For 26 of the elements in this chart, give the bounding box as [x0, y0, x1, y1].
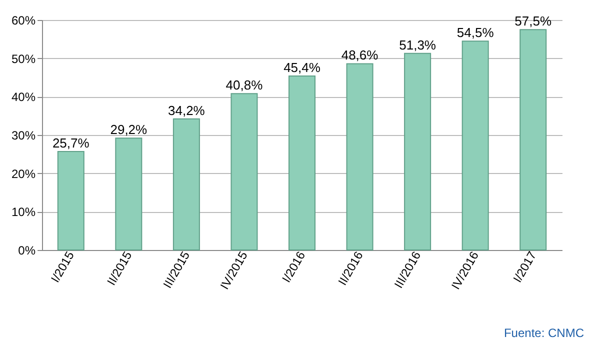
bar [172, 118, 200, 250]
bar [288, 75, 316, 250]
y-tick-label: 20% [11, 166, 36, 181]
data-label: 54,5% [456, 25, 494, 40]
y-tick-label: 0% [18, 244, 36, 258]
source-note: Fuente: CNMC [504, 326, 584, 340]
data-label: 40,8% [226, 78, 264, 93]
bar [520, 29, 547, 250]
y-tick-label: 40% [11, 90, 36, 104]
bar [462, 40, 489, 250]
data-label: 45,4% [284, 60, 321, 75]
data-label: 48,6% [341, 48, 379, 63]
data-label: 57,5% [514, 14, 552, 29]
bar [115, 138, 142, 250]
y-tick-label: 60% [11, 14, 36, 28]
y-tick-label: 10% [11, 205, 36, 220]
data-label: 29,2% [110, 122, 148, 138]
y-tick-label: 50% [11, 52, 36, 66]
data-label: 34,2% [168, 102, 206, 118]
data-label: 25,7% [52, 135, 90, 150]
y-tick-label: 30% [11, 128, 36, 142]
bar [346, 63, 374, 250]
bar [57, 150, 84, 250]
data-label: 51,3% [399, 37, 436, 52]
bar [404, 52, 432, 250]
bar [230, 93, 258, 250]
